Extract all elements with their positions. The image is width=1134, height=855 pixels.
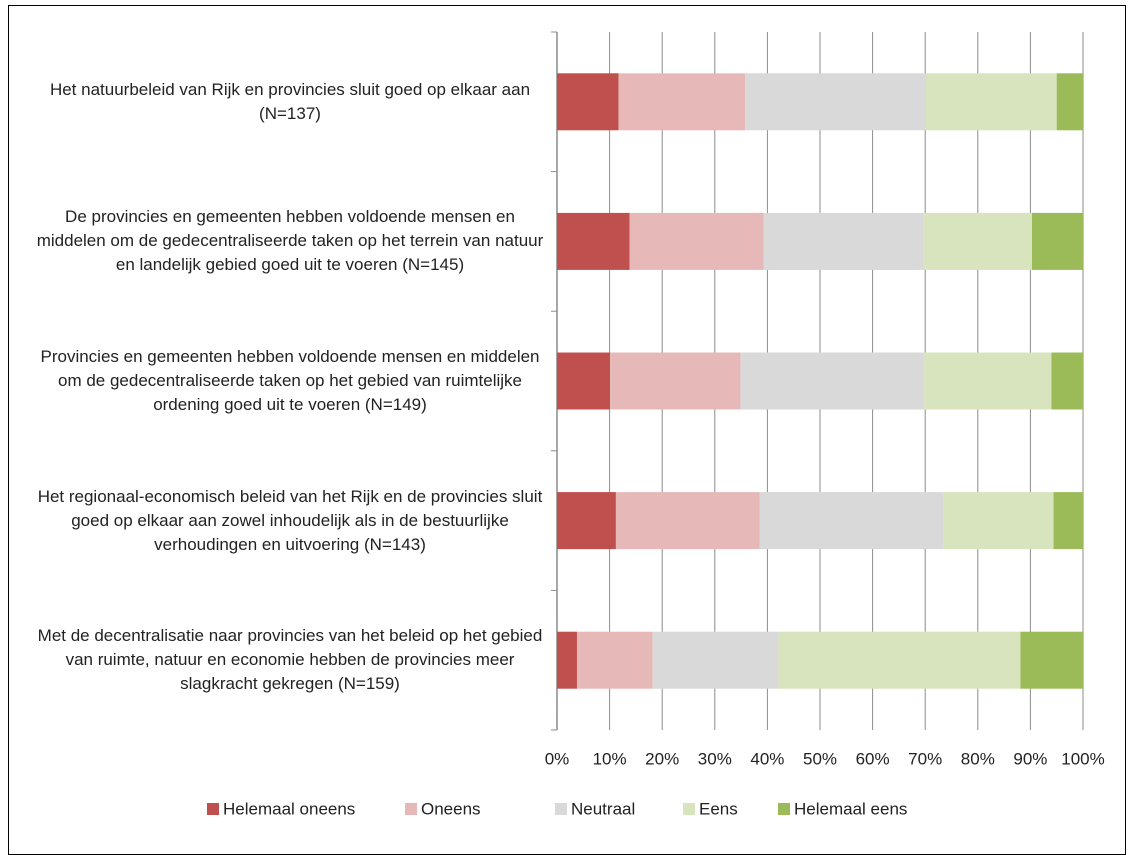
legend-label: Helemaal oneens xyxy=(223,799,355,818)
legend-swatch xyxy=(207,803,219,815)
bar-segment xyxy=(610,352,741,410)
category-label: Met de decentralisatie naar provincies v… xyxy=(37,626,543,694)
legend-label: Neutraal xyxy=(571,799,635,818)
bar-segment xyxy=(618,73,746,131)
legend-label: Oneens xyxy=(421,799,481,818)
legend-swatch xyxy=(778,803,790,815)
legend-label: Eens xyxy=(699,799,738,818)
bar-segment xyxy=(615,492,760,550)
bar-segment xyxy=(923,212,1032,270)
bar-segment xyxy=(925,73,1057,131)
bar-segment xyxy=(778,631,1021,689)
bar-segment xyxy=(759,492,944,550)
bar-segment xyxy=(652,631,779,689)
bar-segment xyxy=(740,352,925,410)
bar-segment xyxy=(629,212,764,270)
category-label: Het regionaal-economisch beleid van het … xyxy=(37,486,543,554)
x-tick-label: 40% xyxy=(750,749,784,768)
bar-segment xyxy=(924,352,1052,410)
bar-segment xyxy=(557,492,616,550)
x-tick-label: 0% xyxy=(545,749,570,768)
category-label: Provincies en gemeenten hebben voldoende… xyxy=(40,347,540,414)
bar-segment xyxy=(557,631,577,689)
bar-segment xyxy=(1056,73,1083,131)
x-tick-label: 70% xyxy=(908,749,942,768)
bar-segment xyxy=(557,73,619,131)
category-label: De provincies en gemeenten hebben voldoe… xyxy=(36,207,544,275)
bar-segment xyxy=(763,212,924,270)
x-tick-label: 30% xyxy=(698,749,732,768)
x-tick-label: 50% xyxy=(803,749,837,768)
x-tick-label: 10% xyxy=(593,749,627,768)
x-tick-label: 80% xyxy=(961,749,995,768)
legend-swatch xyxy=(555,803,567,815)
bar-segment xyxy=(576,631,653,689)
bar-segment xyxy=(1031,212,1083,270)
legend-label: Helemaal eens xyxy=(794,799,907,818)
legend-swatch xyxy=(405,803,417,815)
bar-segment xyxy=(1020,631,1083,689)
bar-segment xyxy=(1051,352,1083,410)
legend-swatch xyxy=(683,803,695,815)
bar-segment xyxy=(745,73,926,131)
x-tick-label: 100% xyxy=(1061,749,1104,768)
x-tick-label: 90% xyxy=(1013,749,1047,768)
bar-segment xyxy=(1053,492,1083,550)
bar-segment xyxy=(943,492,1054,550)
category-label: Het natuurbeleid van Rijk en provincies … xyxy=(49,79,531,123)
x-tick-label: 60% xyxy=(856,749,890,768)
x-tick-label: 20% xyxy=(645,749,679,768)
bar-segment xyxy=(557,212,630,270)
bar-segment xyxy=(557,352,611,410)
